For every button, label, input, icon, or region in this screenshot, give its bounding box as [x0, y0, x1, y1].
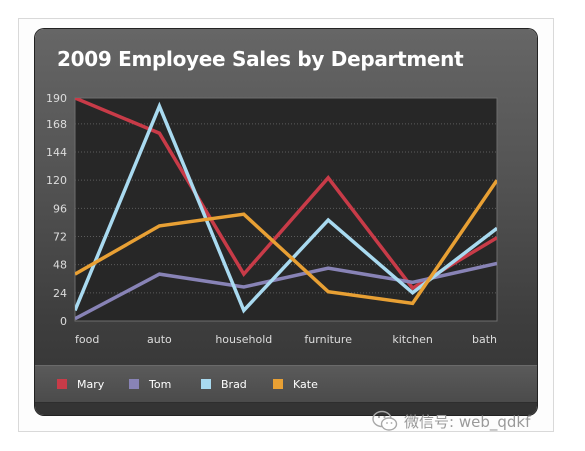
y-tick-label: 168: [46, 118, 67, 131]
x-tick-label: food: [75, 333, 99, 346]
y-tick-label: 72: [53, 230, 67, 243]
legend: Mary Tom Brad Kate: [35, 365, 537, 403]
legend-item-kate: Kate: [273, 377, 318, 391]
x-tick-label: household: [215, 333, 272, 346]
y-tick-label: 0: [60, 315, 67, 328]
legend-item-brad: Brad: [201, 377, 247, 391]
y-tick-label: 144: [46, 146, 67, 159]
legend-swatch: [57, 379, 67, 389]
chart-card: 2009 Employee Sales by Department 0 24 48 7…: [35, 29, 537, 415]
watermark: 微信号: web_qdkf: [372, 410, 530, 432]
chart-title: 2009 Employee Sales by Department: [57, 47, 464, 71]
x-tick-label: furniture: [304, 333, 352, 346]
wechat-icon: [372, 410, 398, 431]
legend-swatch: [273, 379, 283, 389]
series-line-tom: [75, 261, 497, 321]
legend-item-mary: Mary: [57, 377, 104, 391]
legend-item-tom: Tom: [129, 377, 171, 391]
line-chart: 0 24 48 72 96 120 144 168 190 food auto household fu…: [46, 92, 498, 346]
legend-swatch: [201, 379, 211, 389]
legend-label: Tom: [149, 377, 172, 391]
legend-swatch: [129, 379, 139, 389]
x-tick-label: kitchen: [392, 333, 433, 346]
y-tick-label: 120: [46, 174, 67, 187]
y-tick-label: 190: [46, 92, 67, 105]
x-tick-label: auto: [147, 333, 172, 346]
y-tick-label: 48: [53, 259, 67, 272]
legend-label: Mary: [77, 377, 105, 391]
y-tick-label: 24: [53, 287, 67, 300]
x-tick-label: bath: [472, 333, 497, 346]
legend-label: Kate: [293, 377, 318, 391]
plot-area: [74, 97, 498, 322]
watermark-text: 微信号: web_qdkf: [404, 412, 531, 431]
y-tick-label: 96: [53, 202, 67, 215]
series-line-kate: [75, 179, 497, 306]
legend-label: Brad: [221, 377, 247, 391]
